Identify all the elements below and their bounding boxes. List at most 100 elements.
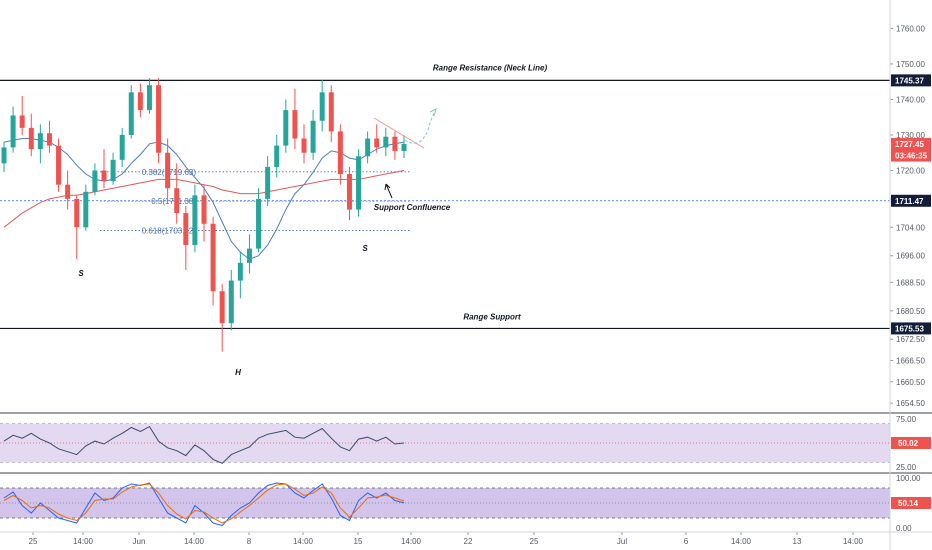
- candle-body[interactable]: [292, 110, 298, 139]
- candle-body[interactable]: [156, 85, 162, 153]
- price-badge[interactable]: [891, 322, 931, 335]
- price-badge-label: 1711.47: [895, 197, 924, 206]
- candle-body[interactable]: [356, 156, 362, 210]
- candle-body[interactable]: [74, 198, 80, 228]
- price-badge[interactable]: [891, 194, 931, 207]
- time-axis-label: 14:00: [184, 537, 205, 546]
- price-badge-label: 1675.53: [895, 324, 924, 333]
- rsi-value-badge[interactable]: [891, 437, 931, 449]
- candle-body[interactable]: [210, 223, 216, 292]
- candle-body[interactable]: [119, 134, 125, 160]
- price-pane[interactable]: Range Resistance (Neck Line) Range Suppor…: [0, 63, 890, 377]
- price-axis-label: 1696.00: [896, 252, 925, 261]
- time-axis-label: 14:00: [731, 537, 752, 546]
- candle-body[interactable]: [1, 147, 7, 164]
- price-axis-label: 1730.00: [896, 131, 925, 140]
- candle-body[interactable]: [83, 191, 89, 228]
- candle-body[interactable]: [137, 92, 143, 111]
- candle-body[interactable]: [46, 133, 52, 146]
- projection-arrowhead: [429, 108, 437, 117]
- candle-body[interactable]: [101, 170, 107, 182]
- candle-body[interactable]: [28, 127, 34, 150]
- candle-body[interactable]: [165, 152, 171, 189]
- price-axis-label: 1704.00: [896, 223, 925, 232]
- price-axis-label: 1750.00: [896, 60, 925, 69]
- time-axis-label: 8: [247, 537, 252, 546]
- candle-body[interactable]: [174, 188, 180, 214]
- fib-level-label: 0.5(1711.38): [151, 197, 196, 206]
- range-resistance-label: Range Resistance (Neck Line): [433, 63, 548, 72]
- rsi-value-label: 50.02: [898, 439, 919, 448]
- stochastic-pane[interactable]: [0, 482, 890, 527]
- time-axis[interactable]: 25 14:00 Jun 14:00 8 14:00 15 14:00 22 25 Jul 6 14:0…: [29, 532, 864, 546]
- candle-body[interactable]: [183, 213, 189, 246]
- stoch-k-line[interactable]: [3, 482, 405, 527]
- candle-body[interactable]: [19, 115, 25, 128]
- candle-body[interactable]: [365, 138, 371, 157]
- candle-body[interactable]: [65, 184, 71, 199]
- price-axis-label: 1760.00: [896, 24, 925, 33]
- candle-body[interactable]: [301, 138, 307, 153]
- candle-body[interactable]: [374, 138, 380, 148]
- candle-body[interactable]: [328, 92, 334, 132]
- price-axis-label: 1688.50: [896, 278, 925, 287]
- stoch-d-line[interactable]: [3, 483, 405, 524]
- candle-body[interactable]: [92, 170, 98, 192]
- candle-body[interactable]: [128, 92, 134, 135]
- support-confluence-arrow: [384, 183, 393, 199]
- candle-body[interactable]: [146, 85, 152, 111]
- rsi-axis-label: 25.00: [896, 463, 917, 472]
- price-axis-label: 1660.50: [896, 378, 925, 387]
- candle-body[interactable]: [319, 92, 325, 121]
- candle-body[interactable]: [10, 115, 16, 148]
- fib-level-label: 0.618(1703.12): [142, 226, 197, 235]
- candle-body[interactable]: [401, 144, 407, 151]
- candle-body[interactable]: [310, 120, 316, 153]
- candle-body[interactable]: [246, 248, 252, 263]
- stoch-value-badge[interactable]: [891, 497, 931, 509]
- candle-body[interactable]: [219, 291, 225, 324]
- rsi-pane[interactable]: [0, 423, 890, 464]
- support-confluence-label: Support Confluence: [374, 203, 451, 212]
- candle-body[interactable]: [56, 145, 62, 185]
- pattern-label: S: [362, 244, 368, 253]
- time-axis-label: 25: [29, 537, 38, 546]
- candle-body[interactable]: [337, 131, 343, 175]
- time-axis-label: 22: [464, 537, 473, 546]
- candle-body[interactable]: [283, 110, 289, 146]
- candle-body[interactable]: [192, 195, 198, 246]
- candle-body[interactable]: [346, 174, 352, 210]
- candle-body[interactable]: [37, 133, 43, 150]
- time-axis-label: 14:00: [401, 537, 422, 546]
- candle-body[interactable]: [110, 159, 116, 182]
- candle-body[interactable]: [237, 262, 243, 281]
- projection-arrow[interactable]: [404, 109, 437, 144]
- price-axis-label: 1740.00: [896, 95, 925, 104]
- rsi-axis-label: 75.00: [896, 415, 917, 424]
- price-badge[interactable]: [891, 138, 931, 151]
- candle-body[interactable]: [256, 198, 262, 249]
- time-axis-label: Jun: [133, 537, 146, 546]
- time-axis-label: 6: [684, 537, 689, 546]
- time-axis-label: 14:00: [293, 537, 314, 546]
- candle-body[interactable]: [228, 280, 234, 324]
- price-axis[interactable]: 1760.001750.001740.001730.001720.001712.…: [890, 24, 931, 533]
- candle-body[interactable]: [392, 136, 398, 151]
- stoch-axis-label: 0.00: [896, 524, 912, 533]
- candle-body[interactable]: [201, 195, 207, 224]
- rsi-line[interactable]: [3, 425, 405, 464]
- stoch-axis-label: 100.00: [896, 474, 921, 483]
- price-badge[interactable]: [891, 149, 931, 162]
- candle-body[interactable]: [383, 136, 389, 148]
- price-badge-label: 1745.37: [895, 76, 924, 85]
- price-axis-label: 1654.50: [896, 399, 925, 408]
- price-axis-label: 1672.50: [896, 335, 925, 344]
- candle-body[interactable]: [274, 145, 280, 167]
- time-axis-label: 15: [354, 537, 363, 546]
- price-badge-label: 1727.45: [895, 140, 924, 149]
- price-badge[interactable]: [891, 74, 931, 87]
- price-axis-label: 1680.50: [896, 307, 925, 316]
- pattern-label: S: [78, 269, 84, 278]
- candle-body[interactable]: [265, 166, 271, 199]
